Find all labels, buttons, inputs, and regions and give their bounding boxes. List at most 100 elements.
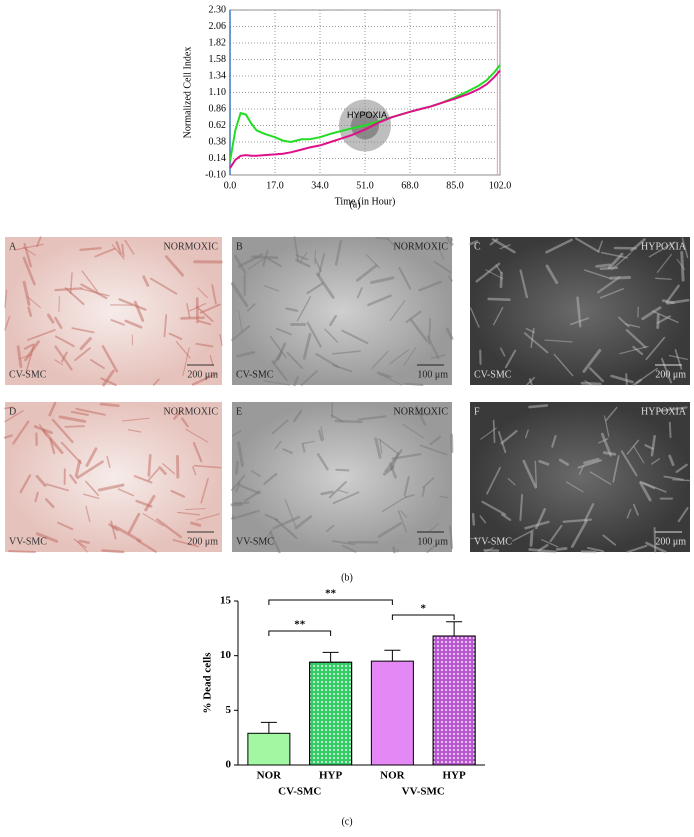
cell [481,500,507,516]
panel-cell-type: VV-SMC [474,536,512,547]
cell [376,371,392,379]
cell [404,382,424,386]
cell [619,345,649,355]
cell [142,513,164,527]
cell [600,432,612,457]
cell [85,447,98,467]
cell [60,441,82,464]
cell [73,538,87,549]
cell [54,316,63,330]
cell [524,429,529,439]
cell [570,519,588,548]
cell [660,406,688,412]
cell [147,468,160,482]
cell [544,339,573,343]
cell [551,434,557,448]
scale-label: 200 μm [655,536,686,547]
cell [426,544,436,553]
cell [271,360,288,381]
cell [586,546,604,553]
cell [237,253,263,269]
cell [231,325,251,342]
cell [200,478,209,504]
cell [191,373,217,386]
cell [620,450,638,477]
cell [674,349,683,370]
cell [492,419,496,444]
cell [69,474,78,484]
group-label: VV-SMC [402,786,445,798]
cell [35,532,59,543]
cell [315,272,335,299]
cell [403,475,410,497]
cell [626,508,632,519]
cell [306,321,322,348]
cell [267,257,282,268]
cell [666,298,690,305]
cell [534,460,537,488]
significance-label: * [421,603,427,615]
cell [680,251,685,282]
cell [55,335,75,348]
cell [190,521,202,527]
cell [525,327,535,334]
cell [127,512,141,534]
cell [274,440,282,450]
cell [180,316,205,320]
cell [48,401,57,417]
cell [80,283,108,300]
cell [668,421,672,439]
cell [386,238,397,248]
scale-label: 200 μm [187,536,218,547]
y-tick-label: 1.58 [209,54,227,65]
cell [74,347,91,362]
panel-cell-type: CV-SMC [236,369,274,380]
cell [630,238,646,252]
cell [22,280,31,306]
cell [389,462,397,479]
cell [611,252,632,271]
cell [584,380,593,386]
cell [384,449,403,473]
cell [110,319,125,326]
cell [389,349,409,365]
x-tick-label: 0.0 [224,180,237,191]
bar-pattern [309,661,353,766]
cell [639,481,652,502]
cell [602,451,617,456]
cell [282,448,293,454]
y-tick-label: 15 [220,595,232,607]
cell [582,348,602,373]
cell [294,515,313,530]
cell [660,357,673,384]
x-tick-label: 17.0 [266,180,284,191]
cell [588,367,605,383]
cell [162,463,176,475]
cell [4,289,8,308]
cell [448,525,454,549]
cell [663,475,684,481]
cell [528,378,533,386]
cell [23,343,34,350]
cell [377,438,399,454]
cell [272,515,301,530]
cell [233,501,250,505]
cell [236,350,256,358]
cell [22,246,36,256]
cell [22,256,36,286]
cell [419,444,448,456]
cell [334,419,363,424]
x-tick-label: 34.0 [311,180,329,191]
cell [147,453,152,477]
x-tick-label: NOR [257,770,283,782]
cell [403,347,417,366]
cell [334,240,343,266]
cell [577,459,603,469]
cell [398,266,412,290]
cell [357,415,387,421]
x-tick-label: 51.0 [356,180,374,191]
cell [648,241,676,258]
cell [198,320,212,326]
cell [23,242,32,268]
cell [74,459,82,478]
